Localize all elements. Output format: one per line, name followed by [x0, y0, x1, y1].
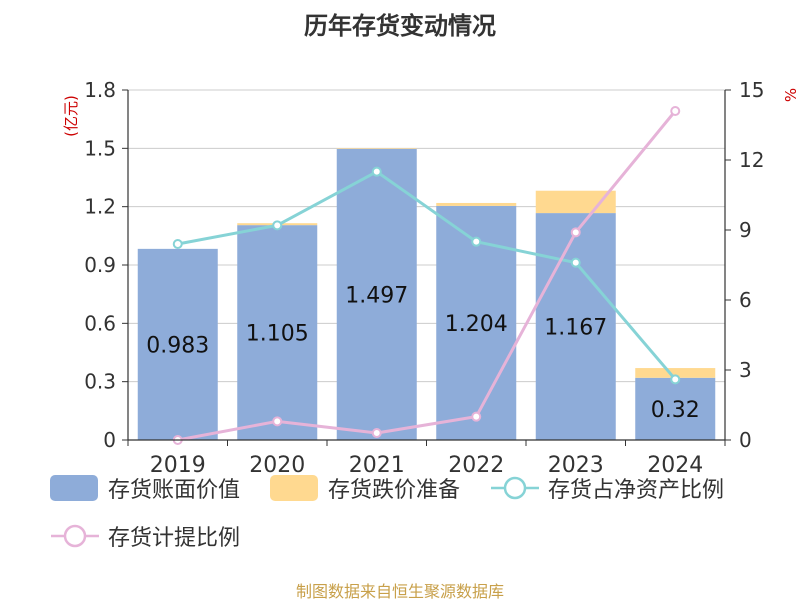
legend-line-marker	[63, 524, 87, 548]
legend-label-ratio-net-assets: 存货占净资产比例	[548, 478, 725, 503]
legend-item-provision[interactable]: 存货跌价准备	[270, 470, 460, 506]
legend-item-provision-ratio[interactable]: 存货计提比例	[50, 518, 240, 554]
legend-line-icon-provision-ratio	[51, 524, 99, 548]
ratio-net-assets-point	[272, 220, 283, 231]
right-tick-label: 0	[739, 428, 752, 452]
legend-swatch-book-value	[50, 475, 98, 501]
right-tick-label: 9	[739, 218, 752, 242]
legend-line-icon-ratio-net-assets	[491, 476, 540, 500]
left-tick-label: 0.9	[84, 253, 116, 277]
ratio-net-assets-point	[471, 236, 482, 247]
ratio-net-assets-point	[172, 239, 183, 249]
axes: 0 0.3 0.6 0.9 1.2 1.5 1.8 0 3 6 9 12 15 2019 2020 2021 2…	[62, 78, 800, 478]
left-tick-label: 0.6	[84, 311, 116, 335]
provision-ratio-point	[570, 227, 581, 238]
right-tick-label: 3	[739, 358, 752, 382]
bar-value-label: 0.32	[651, 398, 700, 423]
legend-line-marker	[503, 476, 527, 500]
right-axis-unit: %	[782, 88, 800, 102]
legend-label-provision: 存货跌价准备	[328, 478, 461, 503]
provision-ratio-point	[670, 106, 681, 116]
bar-provision	[635, 368, 716, 378]
left-axis-unit: (亿元)	[62, 95, 80, 137]
chart-title: 历年存货变动情况	[304, 12, 496, 40]
bar-value-label: 1.105	[246, 322, 309, 347]
x-tick-label: 2020	[249, 453, 305, 478]
left-tick-label: 1.8	[84, 78, 116, 102]
bar-book-value	[137, 248, 218, 440]
bar-value-label: 1.497	[345, 283, 408, 308]
x-tick-label: 2023	[548, 453, 604, 478]
bar-data-labels: 0.983 1.105 1.497 1.204 1.167 0.32	[146, 283, 699, 422]
line-series	[172, 106, 681, 445]
source-note: 制图数据来自恒生聚源数据库	[295, 582, 504, 601]
bar-series	[137, 148, 716, 440]
bar-provision	[436, 202, 517, 206]
bar-value-label: 1.204	[445, 312, 508, 337]
left-tick-label: 0.3	[84, 370, 116, 394]
bar-book-value	[535, 213, 616, 440]
left-tick-label: 1.2	[84, 195, 116, 219]
bar-book-value	[237, 225, 318, 440]
bar-provision	[336, 148, 417, 149]
legend: 存货账面价值 存货跌价准备 存货占净资产比例 存货计提比例	[50, 470, 790, 554]
ratio-net-assets-point	[670, 374, 681, 385]
x-tick-label: 2021	[349, 453, 405, 478]
left-tick-label: 0	[103, 428, 116, 452]
legend-label-book-value: 存货账面价值	[108, 478, 241, 503]
legend-label-provision-ratio: 存货计提比例	[108, 526, 241, 551]
bar-value-label: 0.983	[146, 333, 209, 358]
bar-book-value	[336, 148, 417, 440]
x-tick-label: 2024	[647, 453, 703, 478]
x-tick-label: 2022	[448, 453, 504, 478]
legend-item-ratio-net-assets[interactable]: 存货占净资产比例	[490, 470, 724, 506]
legend-item-book-value[interactable]: 存货账面价值	[50, 470, 240, 506]
provision-ratio-point	[371, 428, 382, 438]
x-tick-label: 2019	[150, 453, 206, 478]
legend-swatch-provision	[270, 475, 319, 501]
right-tick-label: 6	[739, 288, 752, 312]
right-tick-label: 12	[739, 148, 764, 172]
right-tick-label: 15	[739, 78, 764, 102]
ratio-net-assets-point	[371, 166, 382, 177]
provision-ratio-line	[177, 110, 677, 442]
bar-value-label: 1.167	[544, 316, 607, 341]
bar-provision	[535, 190, 616, 214]
ratio-net-assets-point	[570, 257, 581, 268]
bar-book-value	[635, 377, 716, 440]
left-tick-label: 1.5	[84, 136, 116, 160]
ratio-net-assets-line	[177, 170, 677, 381]
provision-ratio-point	[471, 411, 482, 422]
provision-ratio-point	[272, 416, 283, 427]
